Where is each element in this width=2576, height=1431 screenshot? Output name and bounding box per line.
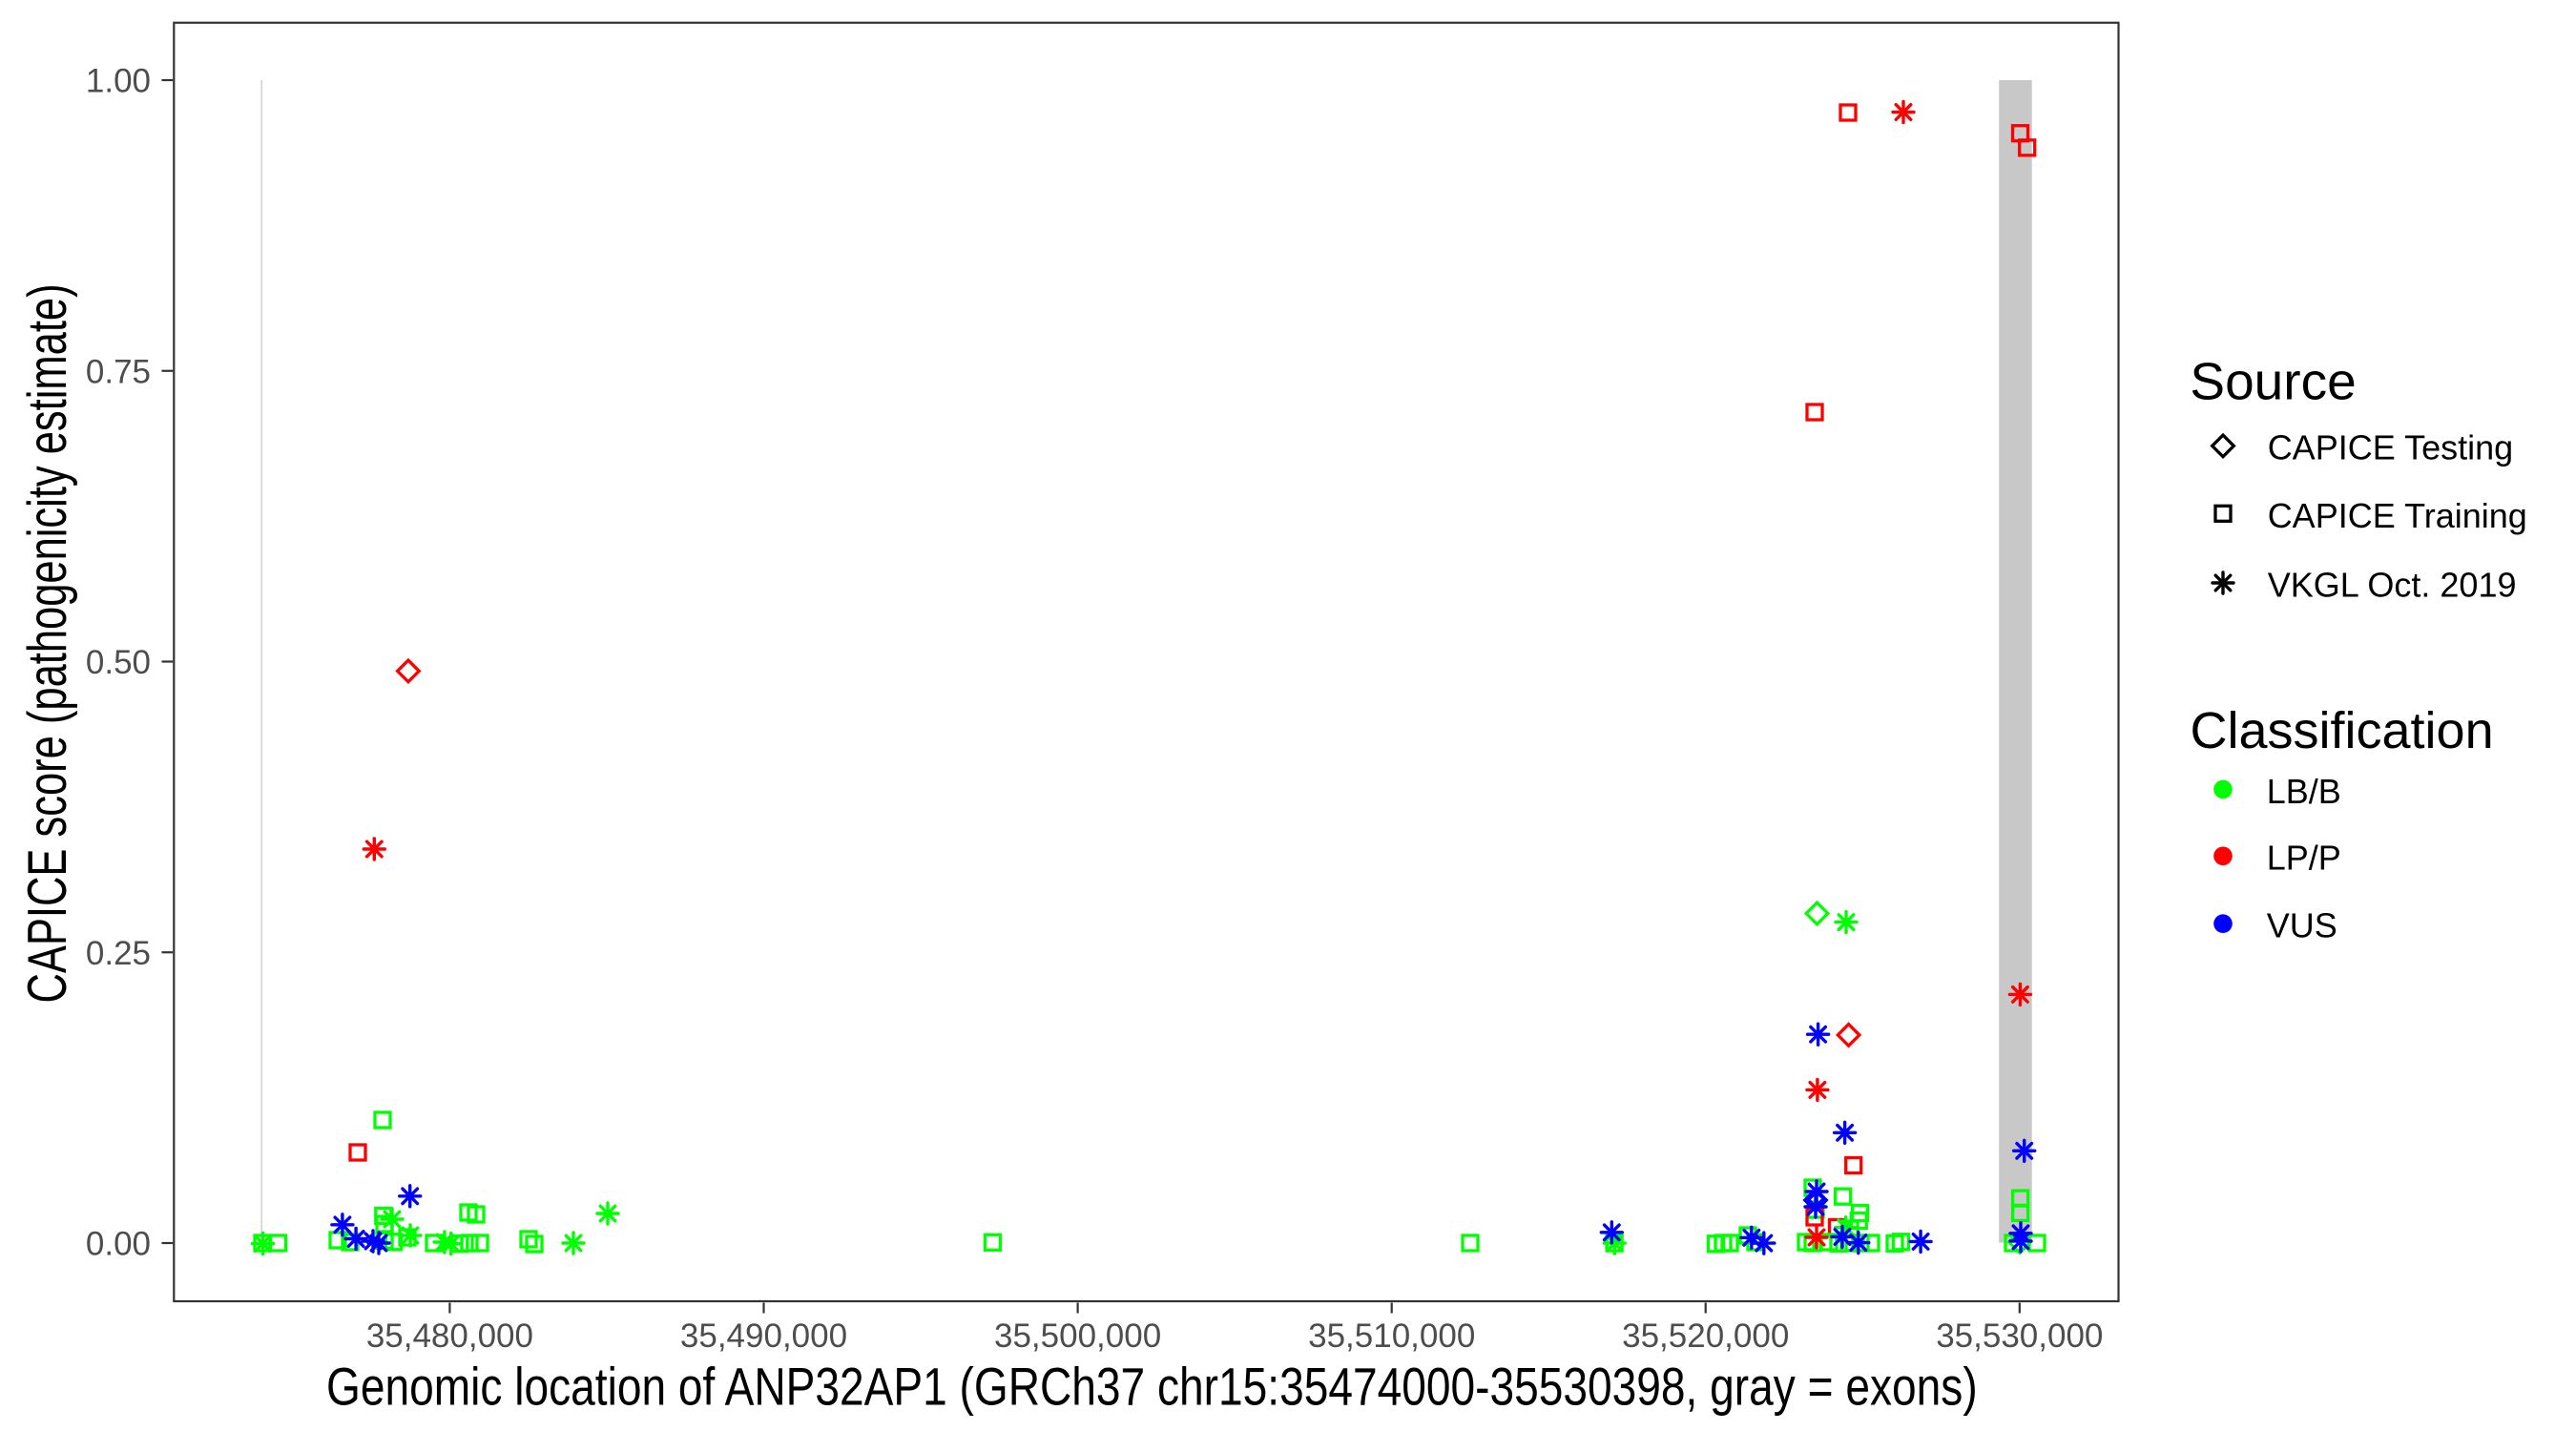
svg-text:0.75: 0.75 xyxy=(86,353,151,390)
svg-text:Source: Source xyxy=(2190,351,2356,410)
svg-text:35,530,000: 35,530,000 xyxy=(1936,1317,2103,1355)
svg-text:35,510,000: 35,510,000 xyxy=(1308,1317,1475,1355)
svg-text:CAPICE Training: CAPICE Training xyxy=(2268,496,2527,535)
svg-text:Classification: Classification xyxy=(2191,702,2494,759)
svg-text:0.50: 0.50 xyxy=(86,644,151,681)
svg-text:35,480,000: 35,480,000 xyxy=(366,1317,533,1355)
svg-text:VKGL Oct. 2019: VKGL Oct. 2019 xyxy=(2268,566,2517,605)
svg-text:0.25: 0.25 xyxy=(86,935,151,972)
svg-text:35,500,000: 35,500,000 xyxy=(994,1317,1161,1355)
svg-text:CAPICE score (pathogenicity es: CAPICE score (pathogenicity estimate) xyxy=(16,283,77,1003)
svg-text:LP/P: LP/P xyxy=(2267,839,2341,878)
svg-text:35,520,000: 35,520,000 xyxy=(1622,1317,1789,1355)
svg-text:VUS: VUS xyxy=(2267,906,2337,945)
svg-text:LB/B: LB/B xyxy=(2267,772,2341,811)
svg-text:Genomic location of ANP32AP1 (: Genomic location of ANP32AP1 (GRCh37 chr… xyxy=(326,1357,1978,1416)
svg-text:35,490,000: 35,490,000 xyxy=(680,1317,847,1355)
svg-text:1.00: 1.00 xyxy=(86,63,151,100)
svg-text:0.00: 0.00 xyxy=(86,1226,151,1263)
svg-text:CAPICE Testing: CAPICE Testing xyxy=(2268,428,2513,467)
